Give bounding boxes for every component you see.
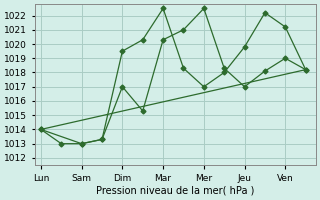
X-axis label: Pression niveau de la mer( hPa ): Pression niveau de la mer( hPa )	[96, 186, 254, 196]
